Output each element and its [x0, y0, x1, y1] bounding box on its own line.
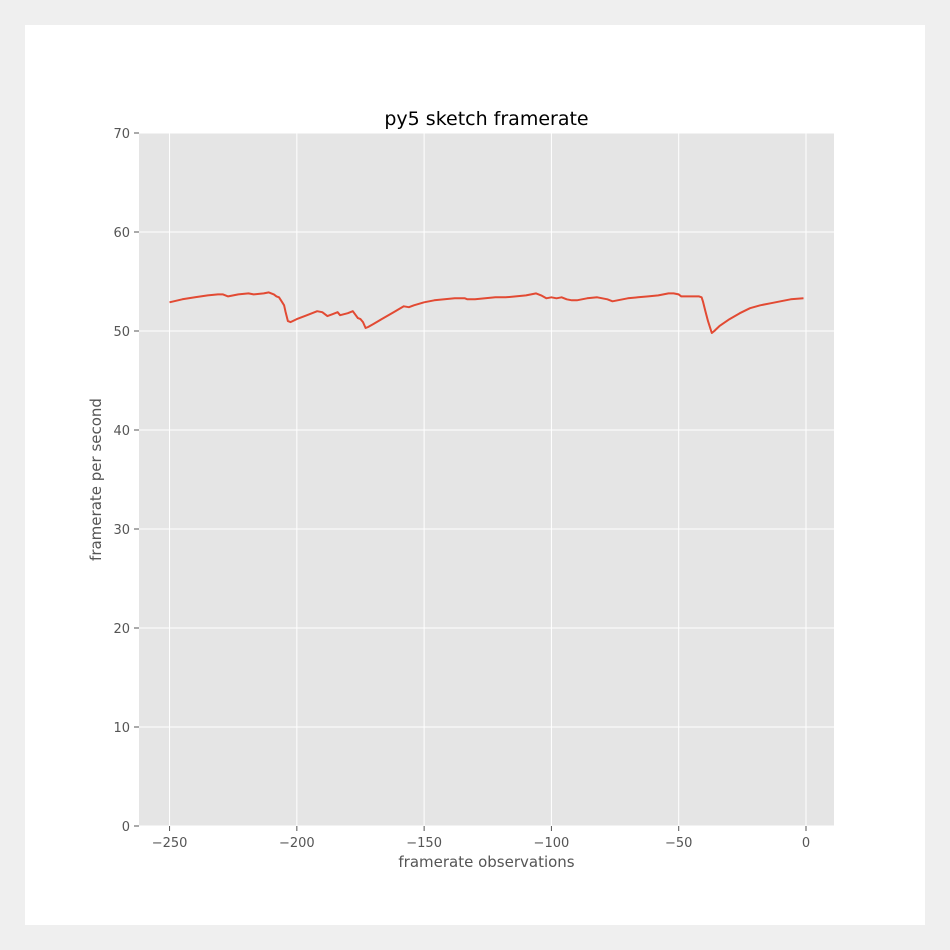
y-axis-label: framerate per second [87, 398, 105, 561]
plot-area [139, 133, 834, 826]
y-tick-label: 70 [113, 127, 130, 142]
series-line [169, 291, 804, 334]
x-tick-label: −150 [406, 836, 442, 851]
x-axis-label: framerate observations [398, 853, 574, 871]
y-tick-label: 40 [113, 424, 130, 439]
y-tick-label: 0 [122, 820, 130, 835]
x-tick-label: −200 [279, 836, 315, 851]
x-tick-label: −50 [665, 836, 692, 851]
series-layer [169, 291, 804, 334]
y-tick-label: 50 [113, 325, 130, 340]
x-tick-label: −250 [152, 836, 188, 851]
x-tick-label: 0 [802, 836, 810, 851]
y-tick-label: 60 [113, 226, 130, 241]
axis-ticks: −250 −200 −150 −100 −50 0 0 10 20 30 40 50 60 70 [113, 127, 810, 851]
x-tick-label: −100 [534, 836, 570, 851]
y-tick-label: 30 [113, 523, 130, 538]
y-tick-label: 10 [113, 721, 130, 736]
grid-lines [139, 132, 834, 827]
y-tick-label: 20 [113, 622, 130, 637]
chart-title: py5 sketch framerate [384, 108, 588, 130]
